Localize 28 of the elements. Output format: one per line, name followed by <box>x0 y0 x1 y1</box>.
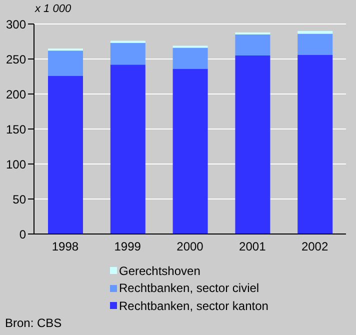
bar <box>172 68 208 234</box>
x-tick-label: 2000 <box>176 240 204 254</box>
bar <box>235 56 270 234</box>
bar <box>48 50 83 76</box>
y-tick-label: 50 <box>12 192 26 206</box>
x-tick-label: 2001 <box>239 240 266 254</box>
bar <box>298 34 333 55</box>
bar <box>298 31 333 34</box>
bar <box>110 42 146 65</box>
legend-label: Rechtbanken, sector civiel <box>119 281 260 296</box>
y-tick-label: 150 <box>6 122 26 136</box>
y-tick-label: 250 <box>6 52 26 66</box>
x-tick-label: 1999 <box>114 240 142 254</box>
y-tick-label: 100 <box>6 157 26 172</box>
y-tick-label: 200 <box>6 87 26 102</box>
bar <box>235 34 270 56</box>
bar <box>298 54 333 234</box>
y-tick-label: 0 <box>19 227 26 242</box>
bar <box>48 76 83 234</box>
bar <box>172 48 208 69</box>
bar <box>110 64 146 234</box>
x-tick-label: 2002 <box>301 240 328 254</box>
y-tick-label: 300 <box>6 17 26 32</box>
x-tick-label: 1998 <box>52 240 79 254</box>
text: Bron: CBS <box>5 316 62 330</box>
y-axis-title: x 1 000 <box>35 3 72 15</box>
legend-label: Rechtbanken, sector kanton <box>119 298 268 313</box>
legend-label: Gerechtshoven <box>119 264 200 278</box>
